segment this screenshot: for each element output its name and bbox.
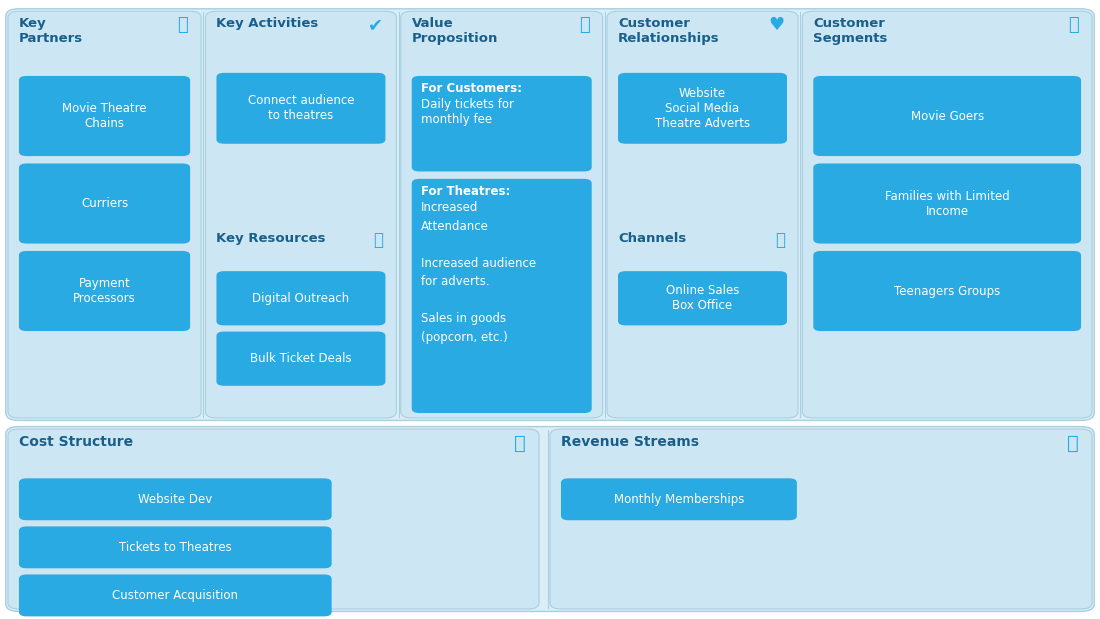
FancyBboxPatch shape	[607, 11, 798, 418]
FancyBboxPatch shape	[19, 526, 332, 568]
FancyBboxPatch shape	[19, 478, 332, 520]
Text: Connect audience
to theatres: Connect audience to theatres	[248, 94, 354, 123]
Text: Website Dev: Website Dev	[139, 493, 212, 506]
FancyBboxPatch shape	[411, 179, 592, 413]
Text: Tickets to Theatres: Tickets to Theatres	[119, 541, 232, 554]
Text: Value
Proposition: Value Proposition	[411, 17, 498, 45]
Text: Key Activities: Key Activities	[217, 17, 319, 30]
FancyBboxPatch shape	[6, 426, 1094, 612]
FancyBboxPatch shape	[217, 73, 385, 144]
FancyBboxPatch shape	[19, 251, 190, 331]
FancyBboxPatch shape	[813, 251, 1081, 331]
FancyBboxPatch shape	[8, 429, 539, 609]
Text: 🔗: 🔗	[177, 16, 188, 34]
Text: 🚚: 🚚	[774, 230, 784, 248]
FancyBboxPatch shape	[411, 76, 592, 171]
Text: 👥: 👥	[373, 230, 383, 248]
FancyBboxPatch shape	[813, 163, 1081, 243]
Text: Movie Goers: Movie Goers	[911, 110, 983, 123]
Text: Payment
Processors: Payment Processors	[74, 277, 136, 305]
FancyBboxPatch shape	[618, 271, 786, 326]
FancyBboxPatch shape	[561, 478, 796, 520]
Text: Online Sales
Box Office: Online Sales Box Office	[666, 284, 739, 312]
Text: Channels: Channels	[618, 232, 686, 245]
FancyBboxPatch shape	[6, 9, 1094, 420]
Text: Curriers: Curriers	[81, 197, 129, 210]
Text: 👥: 👥	[1068, 16, 1079, 34]
Text: Cost Structure: Cost Structure	[19, 435, 133, 449]
Text: ✔: ✔	[368, 16, 383, 34]
FancyBboxPatch shape	[217, 271, 385, 326]
Text: Increased
Attendance

Increased audience
for adverts.

Sales in goods
(popcorn, : Increased Attendance Increased audience …	[420, 201, 536, 344]
Text: 🏷: 🏷	[514, 434, 526, 453]
FancyBboxPatch shape	[19, 574, 332, 617]
Text: Families with Limited
Income: Families with Limited Income	[884, 189, 1010, 217]
Text: Teenagers Groups: Teenagers Groups	[894, 285, 1000, 298]
FancyBboxPatch shape	[400, 11, 603, 418]
Text: Key
Partners: Key Partners	[19, 17, 84, 45]
Text: For Theatres:: For Theatres:	[420, 185, 510, 198]
Text: Customer
Relationships: Customer Relationships	[618, 17, 719, 45]
Text: Customer Acquisition: Customer Acquisition	[112, 589, 239, 602]
FancyBboxPatch shape	[813, 76, 1081, 156]
Text: Bulk Ticket Deals: Bulk Ticket Deals	[250, 352, 352, 365]
Text: For Customers:: For Customers:	[420, 82, 521, 95]
FancyBboxPatch shape	[8, 11, 201, 418]
Text: Daily tickets for
monthly fee: Daily tickets for monthly fee	[420, 98, 514, 126]
Text: Website
Social Media
Theatre Adverts: Website Social Media Theatre Adverts	[654, 87, 750, 130]
Text: Revenue Streams: Revenue Streams	[561, 435, 698, 449]
FancyBboxPatch shape	[19, 163, 190, 243]
Text: 🎁: 🎁	[579, 16, 590, 34]
FancyBboxPatch shape	[217, 332, 385, 386]
FancyBboxPatch shape	[550, 429, 1092, 609]
Text: Monthly Memberships: Monthly Memberships	[614, 493, 744, 506]
Text: 💰: 💰	[1067, 434, 1079, 453]
FancyBboxPatch shape	[618, 73, 786, 144]
Text: ♥: ♥	[769, 16, 784, 34]
FancyBboxPatch shape	[19, 76, 190, 156]
Text: Customer
Segments: Customer Segments	[813, 17, 888, 45]
FancyBboxPatch shape	[206, 11, 396, 418]
FancyBboxPatch shape	[802, 11, 1092, 418]
Text: Key Resources: Key Resources	[217, 232, 326, 245]
Text: Digital Outreach: Digital Outreach	[252, 292, 350, 305]
Text: Movie Theatre
Chains: Movie Theatre Chains	[63, 102, 146, 130]
